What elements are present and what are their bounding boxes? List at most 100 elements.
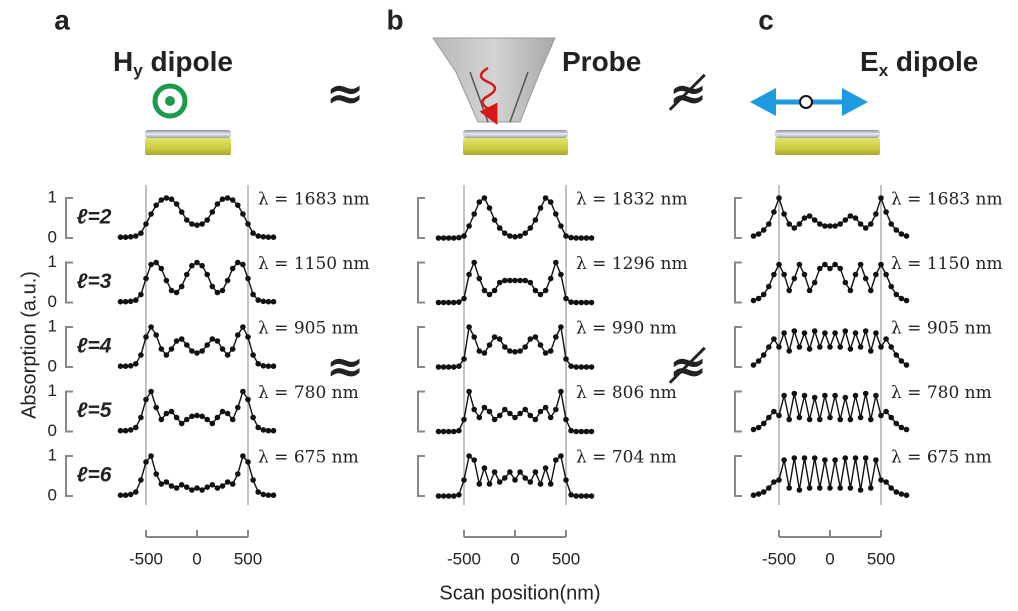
data-point — [163, 410, 170, 417]
data-point — [857, 221, 864, 227]
data-point — [229, 416, 236, 423]
data-point — [456, 492, 462, 498]
data-point — [466, 453, 472, 459]
data-point — [873, 330, 879, 336]
data-point — [791, 275, 798, 282]
data-point — [583, 493, 590, 499]
wavelength-label: λ = 1296 nm — [576, 254, 688, 274]
data-point — [481, 195, 488, 201]
hy-dipole-illustration — [145, 83, 231, 155]
y-axis-label: Absorption (a.u.) — [18, 271, 40, 419]
data-point — [168, 287, 175, 294]
data-point — [255, 233, 261, 239]
data-point — [440, 428, 447, 435]
data-point — [138, 414, 144, 421]
wavelength-label: λ = 1150 nm — [258, 254, 370, 274]
data-point — [245, 396, 251, 403]
x-axis-label: Scan position(nm) — [439, 582, 600, 604]
data-point — [837, 221, 843, 227]
data-point — [229, 481, 236, 487]
data-point — [532, 334, 539, 340]
data-point — [583, 299, 590, 306]
data-point — [755, 358, 762, 364]
data-point — [822, 223, 828, 229]
y-tick-label: 0 — [48, 485, 57, 504]
relation-symbol: ≈ — [326, 66, 365, 120]
data-point — [173, 201, 180, 207]
data-point — [573, 428, 579, 435]
data-point — [240, 388, 246, 395]
panel-title: Ex dipole — [860, 46, 978, 80]
data-point — [847, 287, 854, 294]
data-point — [868, 485, 874, 491]
data-point — [537, 481, 544, 487]
data-point — [189, 413, 195, 420]
data-point — [260, 234, 267, 240]
data-point — [796, 344, 803, 350]
x-tick-label: -500 — [762, 549, 796, 568]
data-point — [445, 235, 452, 241]
data-point — [148, 324, 154, 330]
data-point — [440, 299, 447, 306]
data-point — [255, 361, 261, 367]
data-point — [240, 324, 246, 330]
data-point — [806, 346, 813, 352]
data-point — [553, 457, 559, 463]
data-point — [847, 485, 854, 491]
data-point — [168, 196, 175, 202]
data-point — [496, 225, 503, 231]
data-point — [888, 283, 894, 290]
data-point — [796, 414, 803, 421]
data-point — [466, 324, 472, 330]
data-point — [184, 271, 190, 278]
wavelength-label: λ = 905 nm — [891, 319, 992, 339]
data-point — [163, 277, 170, 284]
data-point — [517, 469, 523, 475]
data-point — [547, 348, 554, 354]
data-point — [194, 259, 200, 266]
data-point — [476, 199, 483, 205]
y-tick-label: 1 — [48, 316, 57, 335]
series-line — [438, 454, 592, 497]
data-point — [127, 427, 134, 433]
data-point — [117, 298, 124, 305]
data-point — [224, 277, 231, 284]
data-point — [496, 479, 503, 485]
data-point — [796, 487, 803, 493]
data-point — [827, 265, 833, 272]
data-point — [522, 230, 528, 236]
data-point — [189, 348, 195, 354]
data-point — [532, 287, 539, 294]
data-point — [888, 221, 894, 227]
data-point — [771, 408, 777, 415]
data-point — [440, 364, 447, 370]
wavelength-label: λ = 806 nm — [576, 383, 677, 403]
data-point — [133, 361, 139, 367]
data-point — [451, 493, 457, 499]
data-point — [563, 477, 569, 483]
data-point — [842, 279, 849, 286]
data-point — [143, 275, 149, 282]
data-point — [771, 271, 777, 278]
data-point — [148, 261, 154, 268]
data-point — [827, 414, 833, 421]
data-point — [573, 299, 579, 306]
x-tick-label: 500 — [867, 549, 895, 568]
data-point — [265, 363, 272, 370]
data-point — [204, 416, 210, 423]
data-point — [868, 287, 874, 294]
data-point — [491, 416, 498, 423]
data-point — [568, 299, 574, 305]
data-point — [817, 344, 823, 350]
data-point — [153, 471, 159, 477]
data-point — [435, 235, 442, 241]
data-point — [537, 342, 544, 348]
data-point — [133, 297, 139, 303]
data-point — [837, 416, 843, 423]
data-point — [862, 225, 869, 231]
data-point — [496, 336, 503, 342]
data-point — [568, 363, 574, 370]
data-point — [832, 457, 838, 463]
data-point — [158, 346, 165, 352]
data-point — [558, 453, 564, 459]
